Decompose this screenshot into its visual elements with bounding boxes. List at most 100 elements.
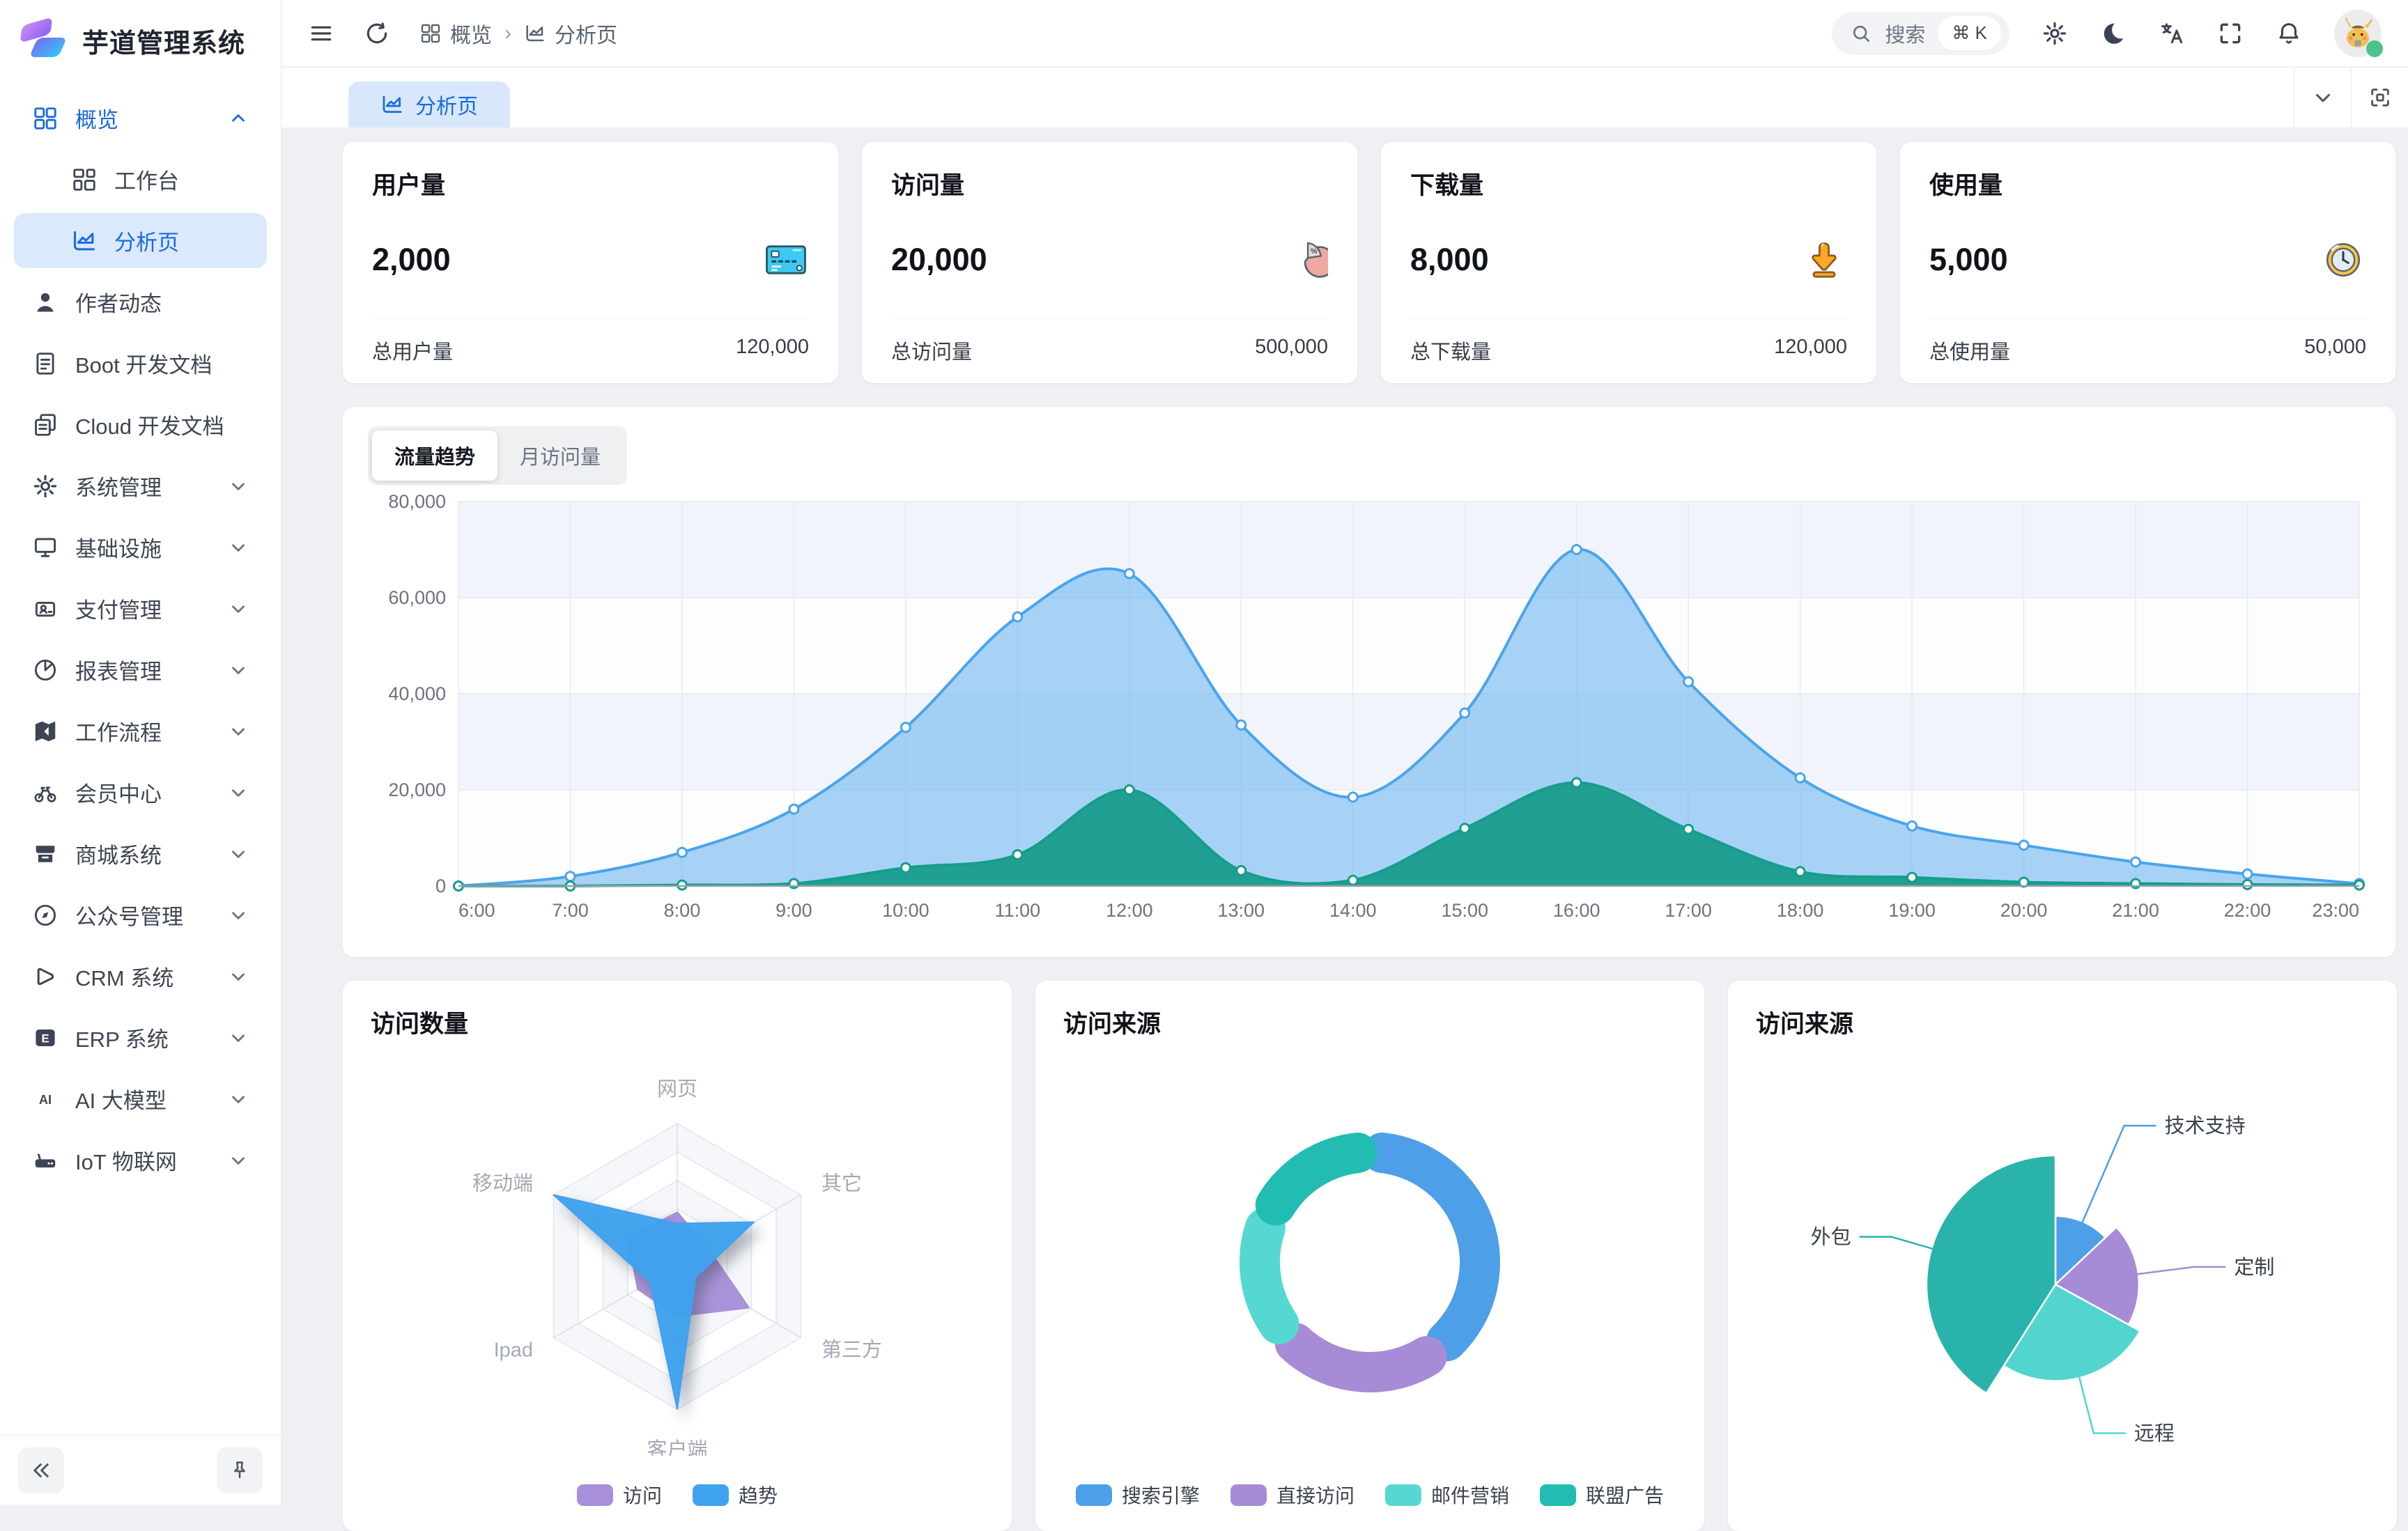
search-shortcut-badge: ⌘ K <box>1938 16 2001 50</box>
language-translate-icon[interactable] <box>2159 20 2185 47</box>
sidebar-item-iot[interactable]: IoT 物联网 <box>14 1133 267 1188</box>
svg-text:19:00: 19:00 <box>1888 900 1936 921</box>
svg-text:Ipad: Ipad <box>494 1339 533 1361</box>
dashboard-icon <box>34 107 56 130</box>
stat-card-visits: 访问量 20,000 % 总访问量 500,000 <box>862 142 1357 383</box>
legend-item-email[interactable]: 邮件营销 <box>1385 1481 1509 1509</box>
sidebar-item-boot-doc[interactable]: Boot 开发文档 <box>14 336 267 391</box>
search-icon <box>1853 25 1870 42</box>
svg-text:15:00: 15:00 <box>1441 900 1488 921</box>
legend-item-search-engine[interactable]: 搜索引擎 <box>1075 1481 1200 1509</box>
legend-item-affiliate[interactable]: 联盟广告 <box>1540 1481 1664 1509</box>
notification-bell-icon[interactable] <box>2276 20 2302 47</box>
legend-label: 搜索引擎 <box>1121 1485 1200 1507</box>
fullscreen-square-icon <box>2370 88 2389 107</box>
sidebar-item-label: 作者动态 <box>75 292 162 316</box>
collapse-sidebar-button[interactable] <box>18 1447 64 1493</box>
legend-swatch <box>693 1484 729 1506</box>
breadcrumb-separator: › <box>504 21 511 45</box>
stat-total-value: 50,000 <box>2304 336 2366 358</box>
stat-value: 20,000 <box>891 242 987 277</box>
sidebar-item-mp[interactable]: 公众号管理 <box>14 887 267 942</box>
bicycle-icon <box>34 786 56 802</box>
settings-gear-icon[interactable] <box>2042 20 2068 47</box>
monitor-icon <box>34 538 56 557</box>
svg-text:E: E <box>41 1032 49 1045</box>
sidebar: 芋道管理系统 概览 工作台 分析页 作者动态 Boot 开发文档 Cloud 开… <box>0 0 281 1505</box>
chevron-down-icon <box>232 483 245 490</box>
sidebar-item-mall[interactable]: 商城系统 <box>14 826 267 881</box>
chevron-down-icon <box>232 1157 245 1165</box>
sidebar-item-crm[interactable]: CRM 系统 <box>14 949 267 1004</box>
sidebar-item-label: 报表管理 <box>75 660 162 684</box>
dark-mode-moon-icon[interactable] <box>2100 20 2127 47</box>
sidebar-item-label: IoT 物联网 <box>75 1150 177 1174</box>
tab-monthly-visits[interactable]: 月访问量 <box>520 446 601 469</box>
sidebar-item-member[interactable]: 会员中心 <box>14 765 267 820</box>
line-chart-icon <box>526 24 544 41</box>
pin-sidebar-button[interactable] <box>217 1447 263 1493</box>
breadcrumb-overview[interactable]: 概览 <box>419 18 492 49</box>
chevron-up-icon <box>232 114 245 121</box>
play-triangle-icon <box>37 967 54 985</box>
visit-source-donut-chart[interactable] <box>1063 1066 1676 1456</box>
hamburger-menu-icon[interactable] <box>308 20 334 47</box>
card-title: 访问来源 <box>1756 1011 1854 1038</box>
fullscreen-icon[interactable] <box>2217 20 2244 47</box>
sidebar-item-infra[interactable]: 基础设施 <box>14 520 267 575</box>
sidebar-item-cloud-doc[interactable]: Cloud 开发文档 <box>14 397 267 452</box>
workflow-icon <box>35 721 56 741</box>
app-logo[interactable]: 芋道管理系统 <box>0 0 281 81</box>
svg-text:%: % <box>1311 247 1318 256</box>
refresh-icon[interactable] <box>364 20 390 47</box>
breadcrumb-analytics[interactable]: 分析页 <box>524 18 617 49</box>
svg-text:0: 0 <box>435 876 446 896</box>
svg-text:11:00: 11:00 <box>995 900 1041 921</box>
card-title: 访问数量 <box>371 1011 469 1038</box>
search-input[interactable]: 搜索 ⌘ K <box>1832 11 2009 55</box>
chevron-down-icon <box>232 912 245 919</box>
traffic-trend-chart[interactable]: 0 20,000 40,000 60,000 80,000 6:00 7:00 8:00 9:0… <box>368 492 2368 945</box>
sidebar-item-erp[interactable]: E ERP 系统 <box>14 1010 267 1065</box>
stat-total-label: 总下载量 <box>1410 341 1492 364</box>
sidebar-item-ai[interactable]: AI AI 大模型 <box>14 1071 267 1126</box>
sidebar-item-payment[interactable]: 支付管理 <box>14 581 267 636</box>
erp-box-icon: E <box>36 1029 55 1046</box>
document-icon <box>36 352 54 375</box>
gear-icon <box>33 474 57 497</box>
legend-item-direct[interactable]: 直接访问 <box>1230 1481 1354 1509</box>
sidebar-menu: 概览 工作台 分析页 作者动态 Boot 开发文档 Cloud 开发文档 系统管… <box>0 81 281 1435</box>
content-fullscreen-button[interactable] <box>2351 68 2408 127</box>
sidebar-item-label: ERP 系统 <box>75 1027 169 1052</box>
sidebar-item-analytics[interactable]: 分析页 <box>14 213 267 268</box>
stat-total-value: 500,000 <box>1255 336 1328 358</box>
compass-icon <box>34 904 56 926</box>
svg-text:网页: 网页 <box>657 1078 697 1101</box>
legend-label: 访问 <box>622 1485 662 1507</box>
tab-list-dropdown-button[interactable] <box>2294 68 2351 127</box>
legend-item-visit[interactable]: 访问 <box>576 1481 662 1509</box>
legend-item-trend[interactable]: 趋势 <box>693 1481 778 1509</box>
sidebar-item-report[interactable]: 报表管理 <box>14 642 267 697</box>
stat-title: 使用量 <box>1929 172 2003 199</box>
sidebar-item-workbench[interactable]: 工作台 <box>14 152 267 207</box>
legend-swatch <box>1540 1484 1577 1506</box>
user-avatar[interactable] <box>2334 9 2383 57</box>
sidebar-item-workflow[interactable]: 工作流程 <box>14 704 267 759</box>
sidebar-item-label: 工作流程 <box>75 721 162 745</box>
sidebar-item-label: 概览 <box>75 108 118 132</box>
tab-traffic-trend[interactable]: 流量趋势 <box>372 430 498 481</box>
sidebar-item-system[interactable]: 系统管理 <box>14 458 267 513</box>
tab-analytics[interactable]: 分析页 <box>348 81 510 127</box>
legend-label: 联盟广告 <box>1586 1485 1665 1507</box>
svg-text:23:00: 23:00 <box>2312 900 2359 921</box>
svg-text:12:00: 12:00 <box>1106 900 1153 921</box>
breadcrumb-label: 分析页 <box>555 24 617 47</box>
dashboard-icon <box>421 24 440 42</box>
storefront-icon <box>36 845 55 862</box>
stat-value: 2,000 <box>372 242 451 277</box>
sidebar-item-author[interactable]: 作者动态 <box>14 274 267 329</box>
sidebar-item-overview[interactable]: 概览 <box>14 91 267 146</box>
